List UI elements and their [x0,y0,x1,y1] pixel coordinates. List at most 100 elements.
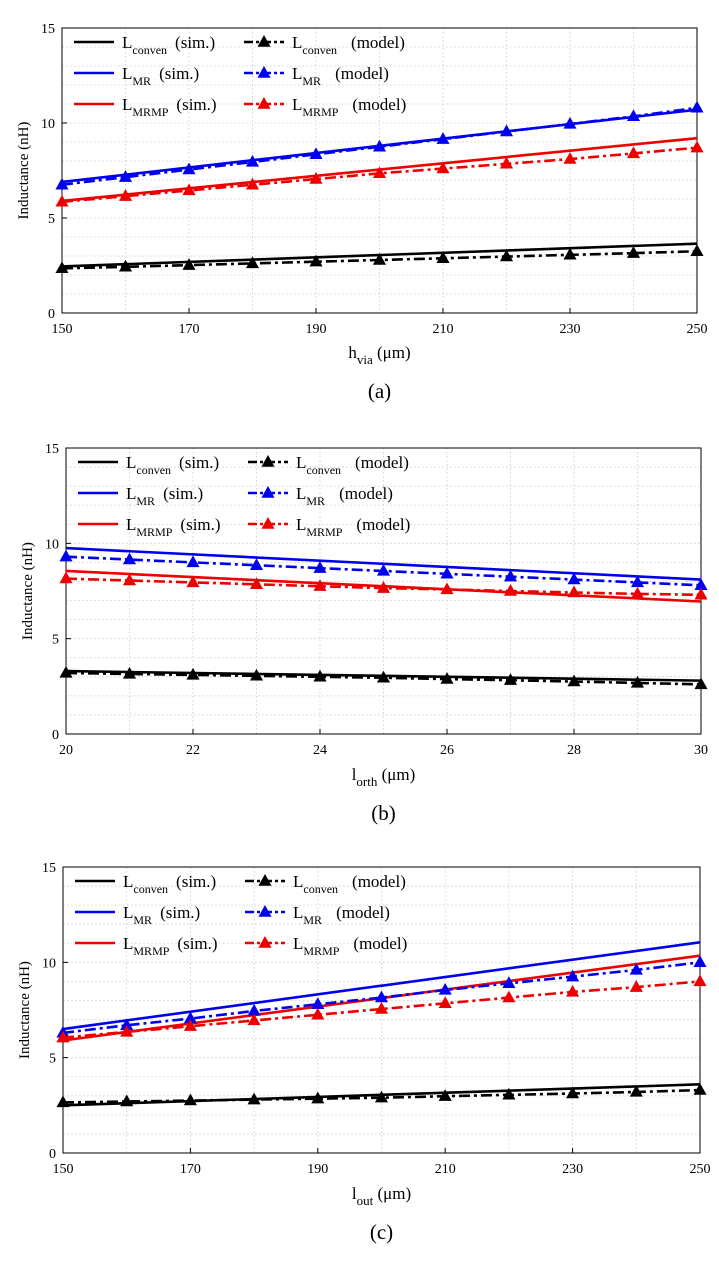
data-point-marker [566,1086,580,1099]
data-point-marker [630,575,645,588]
series-mr-model [55,100,704,190]
legend-label-main: L [122,33,132,52]
y-axis-label: Inductance (nH) [20,542,36,640]
series-line [61,106,698,187]
legend-label-tag: (sim.) [179,453,219,472]
x-tick-label: 230 [560,322,581,337]
legend-label: Lconven (model) [296,453,409,477]
series-line [62,941,701,1031]
legend-label: LMRMP (model) [292,95,406,119]
legend-entry-mr-model: LMR (model) [244,64,389,88]
legend-label-main: L [292,64,302,83]
legend-marker [257,96,271,109]
plot-frame [62,866,701,1154]
data-point-marker [566,969,580,982]
legend-label-tag: (sim.) [160,903,200,922]
legend-entry-mrmp-model: LMRMP (model) [248,515,410,539]
x-tick-label: 22 [186,743,200,758]
data-point-marker [374,1002,389,1014]
legend-label-tag: (sim.) [163,484,203,503]
data-point-marker [374,990,389,1003]
legend-marker [261,485,275,498]
data-point-marker [567,674,581,687]
data-point-marker [122,573,137,586]
y-tick-label: 0 [49,1147,56,1162]
legend-label-tag: (model) [352,95,406,114]
data-point-marker [311,997,325,1009]
data-point-marker [186,575,200,588]
legend-entry-mrmp-model: LMRMP (model) [244,95,406,119]
legend-label-sub: MR [302,74,321,88]
data-point-marker [694,677,708,690]
data-point-marker [249,577,264,590]
data-point-marker [629,980,643,992]
legend: Lconven (sim.)LMR (sim.)LMRMP (sim.)Lconven… [75,872,407,958]
legend-label-main: L [293,872,303,891]
y-tick-label: 10 [41,117,55,132]
chart-panel-c: 150 170 190 210 230 250 0 5 10 15 Inductance (nH) l… [17,861,711,1244]
legend-entry-conven-model: Lconven (model) [244,33,405,57]
data-point-marker [313,669,327,682]
legend-label-sub: MRMP [136,525,172,539]
panel-label: (a) [368,379,391,403]
legend-label-sub: conven [303,882,338,896]
data-point-marker [693,955,707,968]
x-tick-label: 210 [433,322,454,337]
x-axis-label-main: l [352,765,357,784]
data-point-marker [245,177,260,190]
x-tick-label: 170 [180,1162,201,1177]
data-point-marker [182,183,196,196]
data-point-marker [502,990,516,1003]
y-tick-label: 5 [49,1052,56,1067]
data-point-marker [376,670,391,683]
legend-label-tag: (model) [355,453,409,472]
legend-label-main: L [292,33,302,52]
x-tick-label: 190 [306,322,327,337]
data-point-marker [186,667,200,680]
legend-label-main: L [292,95,302,114]
legend-label-tag: (sim.) [176,872,216,891]
data-point-marker [120,1024,134,1037]
series-line [62,980,701,1039]
legend-label: LMRMP (model) [296,515,410,539]
data-point-marker [118,170,133,182]
data-point-marker [55,261,69,274]
legend-label-tag: (model) [352,872,406,891]
legend-label-main: L [126,515,136,534]
y-tick-label: 5 [52,633,59,648]
legend-entry-conven-model: Lconven (model) [248,453,409,477]
data-point-marker [440,672,454,684]
legend-marker [261,454,275,467]
series-line [62,961,701,1035]
legend-label-tag: (sim.) [177,934,217,953]
legend-label-main: L [296,453,306,472]
series-conven-model [55,244,704,274]
data-point-marker [436,161,450,174]
y-tick-label: 10 [42,956,56,971]
legend-label-sub: MRMP [303,944,339,958]
panel-label: (b) [371,801,396,825]
legend-label-main: L [122,64,132,83]
legend-marker [258,935,272,948]
legend-entry-mr-sim: LMR (sim.) [78,484,203,508]
data-point-marker [120,1094,134,1107]
data-point-marker [626,146,641,159]
data-point-marker [376,581,391,593]
legend-label: LMR (sim.) [123,903,200,927]
data-point-marker [438,996,452,1009]
legend-label-tag: (sim.) [175,33,215,52]
x-axis-label-unit: (μm) [373,343,411,362]
data-point-marker [313,579,327,591]
x-tick-label: 30 [694,743,708,758]
legend-entry-conven-model: Lconven (model) [245,872,406,896]
legend-label-main: L [126,484,136,503]
y-tick-label: 15 [41,22,55,37]
x-axis-label-sub: out [357,1193,374,1208]
data-point-marker [499,124,514,137]
legend-label-main: L [293,903,303,922]
y-tick-label: 15 [45,442,59,457]
legend-label-tag: (model) [351,33,405,52]
data-point-marker [694,587,708,600]
data-point-marker [567,585,581,598]
